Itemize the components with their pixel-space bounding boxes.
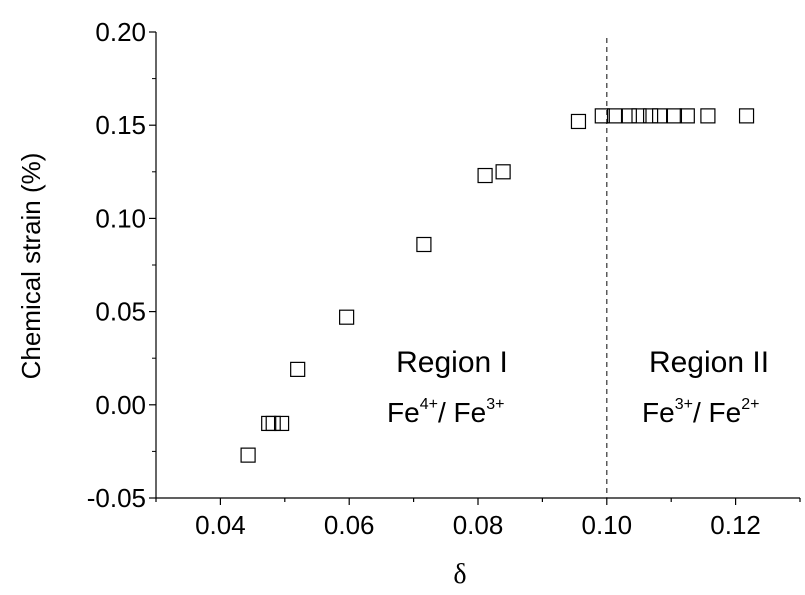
data-point <box>273 415 290 432</box>
region-1-ions: Fe4+/ Fe3+ <box>387 396 504 428</box>
region-2-title: Region II <box>649 346 769 379</box>
y-tick-label: 0.20 <box>95 17 146 47</box>
data-point <box>495 164 511 180</box>
data-point <box>652 108 668 124</box>
data-point <box>290 361 306 377</box>
region-2-ion-b: Fe <box>709 397 742 428</box>
data-point <box>339 309 355 325</box>
data-point <box>666 108 683 124</box>
region-1-ion-b: Fe <box>454 397 487 428</box>
data-points <box>240 108 755 463</box>
data-point <box>631 108 647 124</box>
y-tick-label: 0.05 <box>95 297 146 327</box>
x-tick-label: 0.08 <box>453 510 504 540</box>
data-point <box>570 113 587 130</box>
x-tick-label: 0.04 <box>195 510 246 540</box>
y-tick-label: 0.00 <box>95 390 146 420</box>
data-point <box>261 415 277 432</box>
data-point <box>679 108 695 124</box>
region-1-sup-a: 4+ <box>420 396 438 413</box>
x-tick-label: 0.10 <box>581 510 632 540</box>
y-axis-title: Chemical strain (%) <box>16 153 46 380</box>
data-point <box>700 108 716 124</box>
data-point <box>606 108 623 124</box>
region-2-sup-b: 2+ <box>741 396 759 413</box>
region-1-slash: / <box>438 397 454 428</box>
axes <box>155 32 800 499</box>
y-tick-label: -0.05 <box>87 483 146 513</box>
data-point <box>594 108 610 124</box>
data-point <box>642 108 659 124</box>
data-point <box>621 108 637 124</box>
y-tick-label: 0.15 <box>95 110 146 140</box>
data-point <box>240 447 256 463</box>
data-point <box>477 167 493 184</box>
x-tick-label: 0.06 <box>324 510 375 540</box>
x-ticks: 0.04 0.06 0.08 0.10 0.12 <box>155 498 801 540</box>
region-2-sup-a: 3+ <box>675 396 693 413</box>
data-point <box>416 236 432 253</box>
x-tick-label: 0.12 <box>710 510 761 540</box>
region-2-ion-a: Fe <box>642 397 675 428</box>
region-1-title: Region I <box>396 346 508 379</box>
x-axis-title: δ <box>453 559 466 590</box>
y-tick-label: 0.10 <box>95 203 146 233</box>
y-ticks: -0.05 0.00 0.05 0.10 0.15 0.20 <box>87 17 156 513</box>
data-point <box>265 415 281 432</box>
data-point <box>738 108 755 124</box>
region-1-sup-b: 3+ <box>486 396 504 413</box>
region-2-slash: / <box>693 397 709 428</box>
region-2-ions: Fe3+/ Fe2+ <box>642 396 759 428</box>
region-1-ion-a: Fe <box>387 397 420 428</box>
